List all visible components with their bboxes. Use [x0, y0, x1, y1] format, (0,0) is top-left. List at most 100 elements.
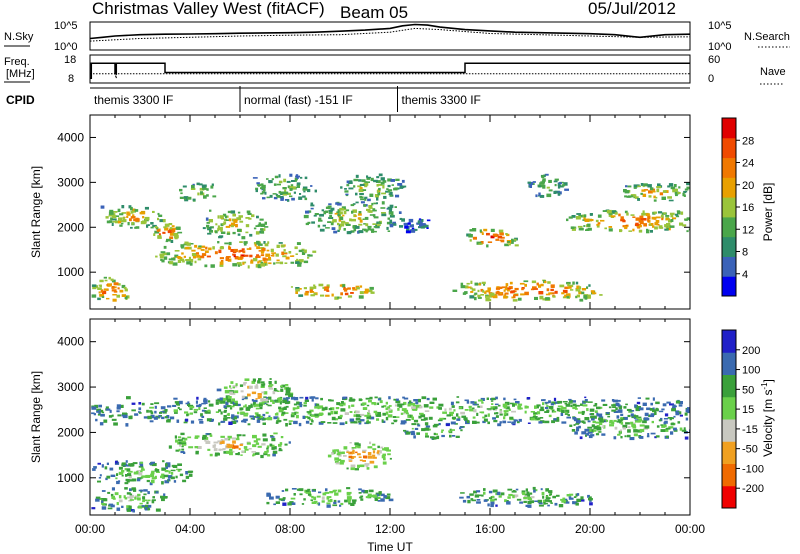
heatmap-cell — [664, 224, 667, 228]
heatmap-cell — [663, 418, 669, 420]
heatmap-cell — [379, 450, 382, 454]
heatmap-cell — [542, 298, 546, 301]
heatmap-cell — [266, 400, 269, 403]
heatmap-cell — [282, 255, 287, 258]
heatmap-cell — [230, 222, 236, 227]
heatmap-cell — [124, 497, 128, 500]
heatmap-cell — [348, 231, 353, 233]
heatmap-cell — [358, 492, 362, 494]
heatmap-cell — [564, 286, 569, 289]
heatmap-cell — [237, 211, 241, 214]
heatmap-cell — [121, 470, 125, 473]
heatmap-cell — [350, 467, 356, 471]
heatmap-cell — [572, 406, 577, 410]
heatmap-cell — [597, 214, 602, 218]
heatmap-cell — [645, 213, 650, 217]
heatmap-cell — [270, 248, 274, 252]
heatmap-cell — [351, 404, 355, 407]
heatmap-cell — [176, 403, 180, 406]
heatmap-cell — [652, 188, 655, 191]
heatmap-cell — [494, 403, 499, 406]
heatmap-cell — [331, 227, 336, 230]
heatmap-cell — [165, 462, 171, 466]
heatmap-cell — [255, 264, 259, 268]
heatmap-cell — [97, 480, 101, 483]
heatmap-cell — [327, 221, 331, 223]
heatmap-cell — [344, 396, 347, 399]
heatmap-cell — [472, 236, 477, 240]
heatmap-cell — [181, 440, 186, 443]
heatmap-cell — [613, 419, 617, 422]
heatmap-cell — [159, 219, 164, 223]
colorbar-tick-label: -15 — [742, 424, 758, 436]
heatmap-cell — [124, 487, 128, 490]
heatmap-cell — [261, 383, 265, 387]
heatmap-cell — [385, 411, 389, 415]
heatmap-cell — [288, 422, 292, 425]
heatmap-cell — [524, 495, 528, 497]
heatmap-cell — [186, 261, 191, 265]
heatmap-cell — [362, 449, 367, 452]
heatmap-cell — [251, 451, 256, 453]
heatmap-cell — [151, 499, 155, 504]
heatmap-cell — [329, 399, 334, 402]
heatmap-cell — [360, 413, 365, 416]
heatmap-cell — [635, 420, 640, 423]
heatmap-cell — [554, 502, 558, 506]
heatmap-cell — [193, 408, 199, 411]
heatmap-cell — [580, 403, 583, 406]
heatmap-cell — [101, 464, 104, 468]
heatmap-cell — [231, 398, 235, 402]
heatmap-cell — [322, 407, 327, 411]
heatmap-cell — [557, 405, 563, 408]
heatmap-cell — [686, 182, 690, 186]
heatmap-cell — [564, 413, 569, 415]
heatmap-cell — [346, 184, 350, 187]
heatmap-cell — [129, 499, 134, 501]
heatmap-cell — [392, 416, 397, 418]
heatmap-cell — [343, 289, 348, 292]
heatmap-cell — [460, 285, 466, 289]
heatmap-cell — [604, 227, 607, 230]
heatmap-cell — [541, 175, 545, 179]
heatmap-cell — [575, 216, 581, 220]
heatmap-cell — [657, 211, 663, 214]
heatmap-cell — [338, 218, 342, 222]
heatmap-cell — [226, 405, 230, 408]
heatmap-cell — [134, 496, 137, 500]
heatmap-cell — [588, 435, 593, 439]
heatmap-cell — [574, 404, 580, 407]
heatmap-cell — [490, 501, 495, 505]
heatmap-cell — [445, 423, 450, 427]
y-tick-label: 1000 — [57, 265, 84, 279]
heatmap-cell — [490, 504, 494, 508]
heatmap-cell — [348, 459, 353, 462]
heatmap-cell — [177, 231, 183, 234]
heatmap-cell — [285, 423, 288, 427]
heatmap-cell — [258, 260, 261, 263]
heatmap-cell — [278, 242, 283, 244]
heatmap-cell — [138, 472, 143, 476]
heatmap-cell — [330, 411, 334, 415]
heatmap-cell — [634, 415, 639, 418]
heatmap-cell — [167, 230, 172, 234]
heatmap-cell — [364, 288, 369, 292]
heatmap-cell — [360, 198, 364, 201]
heatmap-cell — [670, 423, 675, 426]
heatmap-cell — [527, 181, 531, 184]
heatmap-cell — [641, 221, 644, 225]
heatmap-cell — [304, 399, 309, 402]
freq-series-line — [90, 62, 690, 80]
heatmap-cell — [231, 420, 237, 424]
heatmap-cell — [197, 247, 202, 250]
heatmap-cell — [269, 384, 274, 387]
heatmap-cell — [91, 412, 95, 415]
heatmap-cell — [544, 280, 547, 284]
heatmap-cell — [307, 189, 311, 193]
heatmap-cell — [468, 234, 473, 238]
heatmap-cell — [252, 444, 257, 448]
heatmap-cell — [147, 499, 151, 502]
y-tick-label: 3000 — [57, 175, 84, 189]
heatmap-cell — [117, 208, 121, 213]
